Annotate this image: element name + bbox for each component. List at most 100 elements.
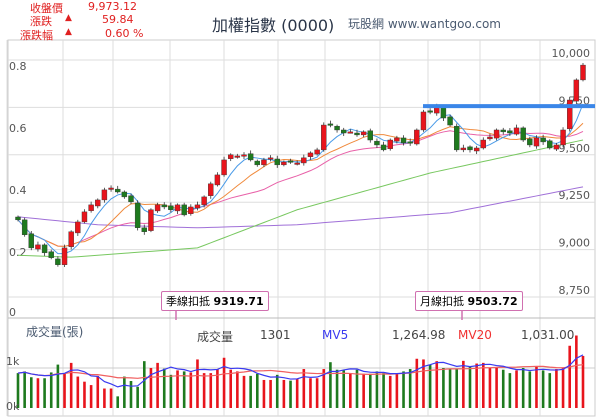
volume-bar <box>428 364 432 408</box>
candle-body <box>480 139 486 149</box>
candle-body <box>194 204 201 209</box>
left-axis-tick: 0 <box>9 306 16 319</box>
candle-body <box>115 188 121 193</box>
volume-bar <box>149 368 153 408</box>
ma10-line <box>17 122 584 247</box>
brand-link[interactable]: 玩股網 www.wantgoo.com <box>348 17 501 31</box>
candle-body <box>174 204 181 212</box>
volume-value: 1301 <box>260 328 291 342</box>
volume-bar <box>103 388 106 408</box>
volume-bar <box>362 373 365 408</box>
mv20-line <box>17 364 584 379</box>
volume-bar <box>488 368 492 408</box>
volume-bar <box>216 369 219 408</box>
candle-body <box>547 140 553 149</box>
pct-value: 0.60 % <box>105 27 144 40</box>
candle-body <box>447 116 453 126</box>
right-axis-tick: 9,250 <box>559 189 591 202</box>
volume-bar <box>528 371 532 408</box>
candle-body <box>154 204 161 212</box>
candle-body <box>254 160 260 166</box>
mv20-label: MV20 <box>458 328 492 342</box>
left-axis-tick: 0.4 <box>9 184 27 197</box>
candle-body <box>487 136 493 140</box>
volume-bar <box>136 386 139 408</box>
volume-bar <box>515 370 518 408</box>
volume-title: 成交量(張) <box>26 325 84 339</box>
candle-body <box>367 130 373 141</box>
ma60-line <box>17 139 584 258</box>
volume-bar <box>495 366 498 408</box>
volume-bar <box>322 369 326 408</box>
candle-body <box>394 137 400 142</box>
volume-bar <box>169 374 173 408</box>
candle-body <box>580 64 586 81</box>
triangle-up-icon: ▲ <box>65 13 72 23</box>
change-value: 59.84 <box>102 13 134 26</box>
quarter-deduction-callout: 季線扣抵 9319.71 <box>161 291 269 311</box>
volume-bar <box>462 360 465 408</box>
change-label: 漲跌 <box>30 15 52 28</box>
mv20-value: 1,031.00 <box>521 328 575 342</box>
candle-body <box>101 189 108 201</box>
candle-body <box>267 157 274 160</box>
candle-body <box>440 106 447 119</box>
candle-body <box>467 146 473 151</box>
volume-bar <box>162 368 166 408</box>
volume-bar <box>448 369 452 408</box>
candle-body <box>214 174 221 186</box>
candle-body <box>35 244 41 250</box>
triangle-up-icon: ▲ <box>65 27 72 37</box>
candle-body <box>473 147 480 152</box>
candle-body <box>420 111 427 131</box>
volume-bar <box>275 374 279 408</box>
candle-body <box>513 127 520 135</box>
volume-bar <box>289 380 292 408</box>
candle-body <box>15 216 21 221</box>
candle-body <box>281 161 287 166</box>
candle-body <box>321 124 327 151</box>
candle-body <box>247 153 254 161</box>
candle-body <box>221 159 227 176</box>
candle-body <box>427 110 433 113</box>
volume-bar <box>76 376 80 408</box>
month-label: 月線扣抵 <box>420 295 464 308</box>
volume-bar <box>262 379 266 408</box>
volume-bar <box>249 375 252 408</box>
candle-body <box>201 196 207 206</box>
volume-bar <box>89 385 93 408</box>
volume-bar <box>189 372 193 408</box>
volume-bar <box>29 377 33 408</box>
left-axis-tick: 0.2 <box>9 246 27 259</box>
volume-bar <box>481 362 485 408</box>
volume-bar <box>302 369 306 408</box>
candle-body <box>48 251 54 258</box>
mv5-value: 1,264.98 <box>392 328 446 342</box>
volume-bar <box>382 373 385 408</box>
candle-body <box>21 219 28 236</box>
candle-body <box>274 158 280 166</box>
volume-bar <box>435 361 439 408</box>
volume-bar <box>335 369 339 408</box>
volume-bar <box>408 369 412 408</box>
month-value: 9503.72 <box>467 295 518 308</box>
volume-bar <box>468 366 472 408</box>
volume-bar <box>36 378 40 408</box>
candle-body <box>400 137 407 144</box>
volume-bar <box>349 373 352 408</box>
candle-body <box>347 131 354 134</box>
left-axis-tick: 0.8 <box>9 60 27 73</box>
volume-bar <box>83 381 86 408</box>
volume-bar <box>209 373 213 408</box>
candle-body <box>527 138 533 146</box>
candle-body <box>387 139 393 149</box>
volume-bar <box>116 396 120 408</box>
candle-body <box>241 154 247 157</box>
volume-bar <box>342 370 346 408</box>
volume-bar <box>535 366 538 408</box>
left-axis-tick: 0.6 <box>9 122 27 135</box>
candle-body <box>374 140 380 146</box>
volume-bar <box>56 364 60 408</box>
right-axis-tick: 9,000 <box>559 237 591 250</box>
